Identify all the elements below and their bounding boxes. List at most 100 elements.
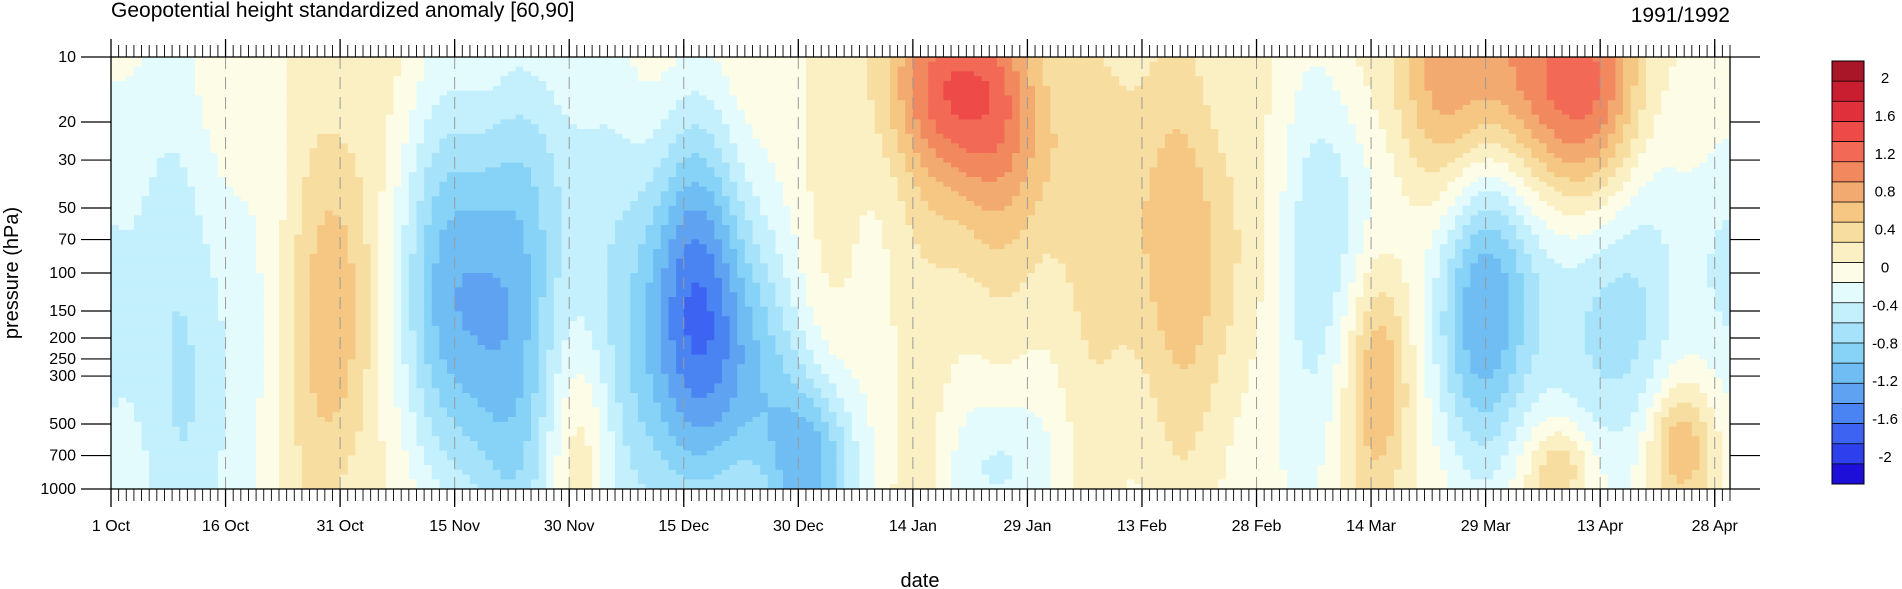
field-cell bbox=[401, 292, 410, 298]
field-cell bbox=[263, 330, 272, 336]
field-cell bbox=[363, 220, 372, 226]
field-cell bbox=[378, 402, 387, 408]
field-cell bbox=[195, 191, 204, 197]
field-cell bbox=[118, 153, 127, 159]
field-cell bbox=[447, 105, 456, 111]
field-cell bbox=[469, 186, 479, 192]
field-cell bbox=[133, 436, 143, 442]
field-cell bbox=[301, 85, 311, 92]
field-cell bbox=[195, 205, 204, 212]
field-cell bbox=[340, 76, 349, 82]
field-cell bbox=[225, 143, 234, 149]
field-cell bbox=[469, 359, 479, 365]
field-cell bbox=[401, 239, 410, 245]
field-cell bbox=[202, 479, 211, 485]
field-cell bbox=[401, 388, 410, 394]
field-cell bbox=[324, 277, 334, 284]
field-cell bbox=[225, 186, 234, 192]
field-cell bbox=[256, 133, 265, 140]
field-cell bbox=[408, 239, 418, 245]
field-cell bbox=[469, 263, 479, 269]
field-cell bbox=[164, 249, 173, 255]
field-cell bbox=[111, 239, 120, 245]
field-cell bbox=[111, 109, 120, 116]
field-cell bbox=[439, 388, 448, 394]
field-cell bbox=[133, 133, 143, 140]
field-cell bbox=[126, 162, 135, 168]
field-cell bbox=[149, 469, 158, 476]
field-cell bbox=[118, 450, 127, 456]
field-cell bbox=[416, 95, 425, 101]
field-cell bbox=[164, 441, 173, 447]
field-cell bbox=[263, 114, 272, 120]
field-cell bbox=[424, 407, 433, 413]
field-cell bbox=[370, 229, 379, 236]
field-cell bbox=[118, 412, 127, 418]
field-cell bbox=[485, 181, 494, 188]
field-cell bbox=[477, 474, 486, 480]
field-cell bbox=[324, 186, 334, 192]
field-cell bbox=[439, 421, 448, 428]
field-cell bbox=[141, 474, 150, 480]
field-cell bbox=[126, 287, 135, 293]
field-cell bbox=[363, 196, 372, 202]
field-cell bbox=[202, 143, 211, 149]
field-cell bbox=[301, 201, 311, 207]
field-cell bbox=[370, 311, 379, 317]
field-cell bbox=[286, 253, 295, 260]
field-cell bbox=[340, 61, 349, 68]
field-cell bbox=[195, 157, 204, 164]
field-cell bbox=[324, 239, 334, 245]
field-cell bbox=[508, 402, 517, 408]
field-cell bbox=[187, 181, 196, 188]
field-cell bbox=[294, 335, 303, 341]
field-cell bbox=[500, 57, 509, 63]
field-cell bbox=[324, 441, 334, 447]
field-cell bbox=[370, 301, 379, 308]
field-cell bbox=[187, 397, 196, 404]
field-cell bbox=[416, 436, 425, 442]
field-cell bbox=[309, 239, 318, 245]
field-cell bbox=[469, 345, 479, 351]
field-cell bbox=[515, 220, 524, 226]
field-cell bbox=[164, 469, 173, 476]
field-cell bbox=[531, 61, 540, 68]
field-cell bbox=[355, 229, 364, 236]
field-cell bbox=[126, 268, 135, 274]
field-cell bbox=[202, 124, 211, 130]
field-cell bbox=[164, 268, 173, 274]
field-cell bbox=[424, 287, 433, 293]
field-cell bbox=[309, 109, 318, 116]
field-cell bbox=[515, 417, 524, 423]
field-cell bbox=[172, 354, 181, 360]
field-cell bbox=[317, 369, 326, 375]
field-cell bbox=[225, 455, 234, 461]
field-cell bbox=[347, 373, 356, 380]
field-cell bbox=[111, 297, 120, 303]
field-cell bbox=[210, 484, 219, 489]
field-cell bbox=[378, 426, 387, 432]
field-cell bbox=[217, 133, 227, 140]
field-cell bbox=[500, 157, 509, 164]
field-cell bbox=[240, 436, 250, 442]
field-cell bbox=[378, 273, 387, 279]
field-cell bbox=[149, 417, 158, 423]
field-cell bbox=[156, 349, 166, 356]
field-cell bbox=[508, 205, 517, 212]
field-cell bbox=[202, 157, 211, 164]
field-cell bbox=[469, 177, 479, 183]
field-cell bbox=[286, 349, 295, 356]
field-cell bbox=[256, 321, 265, 327]
field-cell bbox=[531, 71, 540, 77]
field-cell bbox=[324, 71, 334, 77]
field-cell bbox=[424, 196, 433, 202]
field-cell bbox=[492, 201, 502, 207]
field-cell bbox=[126, 407, 135, 413]
field-cell bbox=[469, 253, 479, 260]
field-cell bbox=[370, 167, 379, 173]
field-cell bbox=[431, 479, 440, 485]
field-cell bbox=[363, 292, 372, 298]
field-cell bbox=[118, 181, 127, 188]
field-cell bbox=[141, 450, 150, 456]
field-cell bbox=[363, 225, 372, 231]
